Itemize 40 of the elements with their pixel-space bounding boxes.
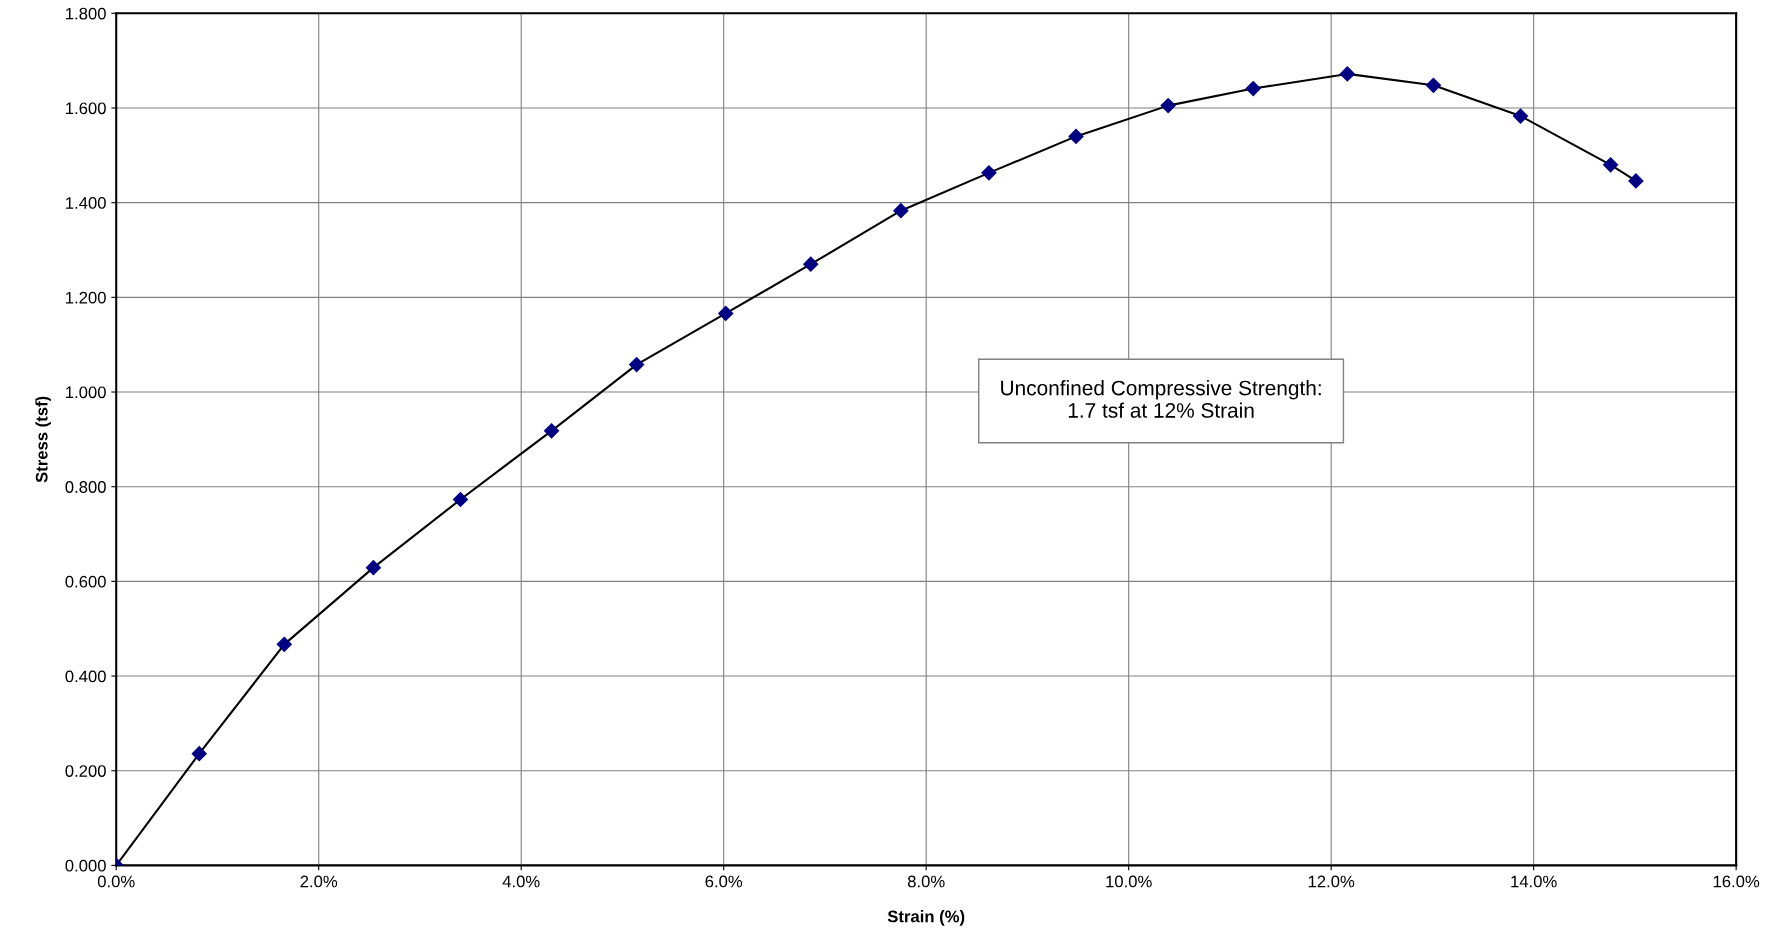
y-tick-label: 0.600 — [65, 575, 106, 588]
x-tick-label: 8.0% — [907, 875, 945, 888]
x-tick-label: 0.0% — [97, 875, 135, 888]
y-tick-label: 1.400 — [66, 197, 106, 209]
point — [452, 491, 469, 508]
y-tick-label: 0.800 — [65, 481, 106, 493]
point — [1339, 66, 1355, 82]
y-tick-label: 0.400 — [65, 670, 106, 683]
x-tick-label: 14.0% — [1511, 875, 1557, 888]
point — [544, 423, 560, 439]
point — [718, 305, 734, 322]
y-tick-label: 1.600 — [66, 102, 106, 115]
point — [803, 256, 819, 272]
x-tick-label: 2.0% — [300, 875, 338, 888]
point — [629, 356, 645, 373]
y-tick-label: 1.000 — [66, 386, 106, 399]
x-axis-title: Strain (%) — [887, 910, 965, 926]
point — [276, 636, 292, 652]
point — [1512, 108, 1529, 124]
point — [893, 203, 909, 219]
x-tick-label: 10.0% — [1106, 875, 1152, 888]
y-axis-title: Stress (tsf) — [35, 396, 51, 483]
point — [1603, 157, 1619, 173]
x-tick-label: 6.0% — [705, 875, 743, 888]
point — [1628, 173, 1644, 189]
y-tick-label: 0.000 — [65, 859, 106, 872]
point — [1425, 77, 1442, 93]
x-tick-label: 4.0% — [502, 875, 540, 888]
point — [1160, 98, 1176, 114]
point — [1068, 128, 1084, 144]
point — [1245, 81, 1261, 97]
point — [981, 165, 997, 181]
x-tick-label: 16.0% — [1713, 875, 1760, 888]
y-tick-label: 1.200 — [66, 291, 106, 304]
x-tick-label: 12.0% — [1308, 875, 1355, 888]
annotation: Unconfined Compressive Strength: 1.7 tsf at 12% Strain — [1001, 380, 1321, 418]
point — [191, 746, 207, 762]
y-tick-label: 0.200 — [65, 765, 106, 777]
y-tick-label: 1.800 — [66, 7, 106, 20]
point — [365, 560, 381, 576]
